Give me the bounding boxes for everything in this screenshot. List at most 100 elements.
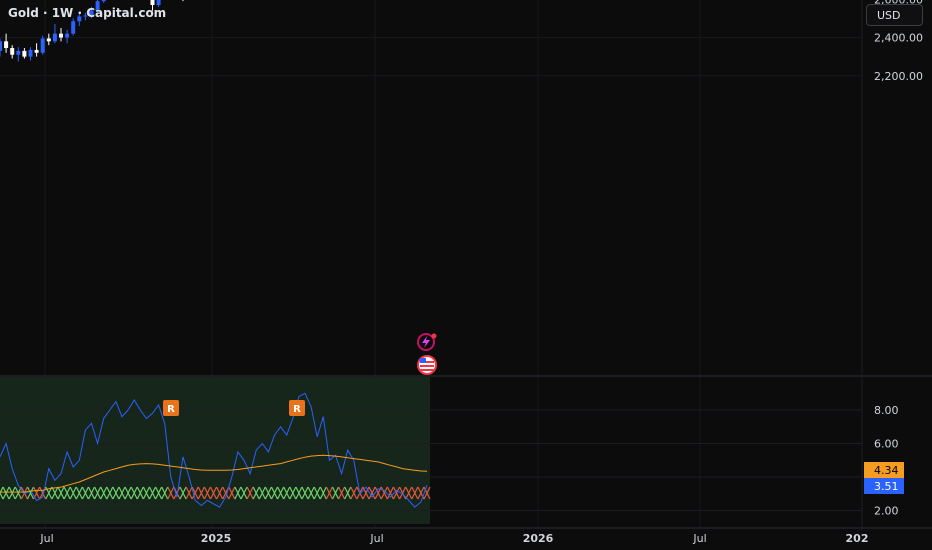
candle-body-1 [4,41,9,49]
reversal-marker-0 [163,400,179,416]
band-mark-24 [142,486,150,500]
time-tick-label-3: 2026 [523,532,554,545]
band-mark-31 [185,486,193,500]
band-mark-10 [57,486,65,500]
band-mark-18 [106,486,114,500]
band-mark-53 [319,486,327,500]
candle-body-25 [150,0,155,5]
band-mark-51 [307,486,315,500]
band-mark-54 [325,486,333,500]
band-mark-22 [130,486,138,500]
band-mark-9 [51,486,59,500]
band-mark-36 [216,486,224,500]
band-mark-25 [148,486,157,500]
indicator-value-badge-0: 3.51 [874,480,899,493]
band-mark-5 [26,486,35,500]
band-mark-32 [191,486,199,500]
candle-body-13 [77,16,82,22]
indicator-value-badge-1: 4.34 [874,464,899,477]
band-mark-57 [344,486,352,500]
band-mark-14 [81,486,89,500]
band-mark-17 [100,486,108,500]
band-mark-39 [234,486,242,500]
indicator-tick-label-2: 6.00 [874,438,899,451]
band-mark-47 [283,486,291,500]
candle-body-7 [40,38,45,53]
candle-body-26 [156,0,161,5]
band-mark-41 [246,486,254,500]
band-mark-26 [155,486,163,500]
band-mark-50 [301,486,309,500]
candle-body-0 [0,41,2,51]
band-mark-1 [2,486,10,500]
band-mark-67 [405,486,413,500]
band-mark-68 [411,486,419,500]
band-mark-13 [75,486,83,500]
band-mark-38 [228,486,236,500]
band-mark-11 [63,486,71,500]
candle-body-14 [83,15,88,17]
band-mark-66 [399,486,407,500]
indicator-value-badge-bg-1 [864,462,904,478]
us-flag-event-icon[interactable] [417,355,437,375]
reversal-marker-1 [289,400,305,416]
time-tick-label-4: Jul [692,532,706,545]
candle-body-5 [28,49,33,57]
band-mark-42 [252,486,260,500]
band-mark-63 [380,486,388,500]
band-mark-49 [295,486,303,500]
band-mark-23 [136,486,144,500]
earnings-flash-icon[interactable] [417,333,437,351]
band-mark-46 [277,486,285,500]
band-mark-28 [167,486,175,500]
band-mark-44 [264,486,272,500]
band-mark-15 [87,486,96,500]
time-tick-label-5: 202 [846,532,869,545]
candle-body-15 [89,10,94,16]
price-tick-label-2: 2,600.00 [874,0,923,6]
indicator-value-badge-bg-0 [864,478,904,494]
candle-body-4 [22,50,27,57]
band-mark-55 [331,486,340,500]
band-mark-61 [368,486,376,500]
band-mark-19 [112,486,120,500]
candle-body-6 [34,49,39,53]
time-tick-label-2: Jul [369,532,383,545]
candle-body-10 [59,33,63,38]
band-mark-12 [69,486,77,500]
band-mark-70 [423,486,431,500]
band-mark-35 [209,486,218,500]
band-mark-30 [179,486,187,500]
indicator-series-1 [0,454,428,493]
band-mark-45 [270,486,279,500]
band-mark-58 [350,486,358,500]
indicator-tick-label-0: 2.00 [874,505,899,518]
band-mark-0 [0,486,4,500]
band-mark-40 [240,486,248,500]
band-mark-33 [197,486,205,500]
chart-title: Gold · 1W · Capital.com [8,6,167,20]
band-mark-21 [124,486,132,500]
band-mark-16 [94,486,102,500]
indicator-tick-label-3: 8.00 [874,404,899,417]
time-tick-label-1: 2025 [201,532,232,545]
band-mark-27 [161,486,169,500]
band-mark-20 [118,486,126,500]
band-mark-34 [203,486,211,500]
band-mark-2 [8,486,16,500]
reversal-marker-label-1: R [293,404,301,415]
price-tick-label-0: 2,200.00 [874,70,923,83]
time-tick-label-0: Jul [39,532,53,545]
reversal-marker-label-0: R [167,404,175,415]
indicator-panel-background [0,377,430,524]
band-mark-48 [289,486,297,500]
indicator-series-0 [0,392,428,508]
band-mark-64 [386,486,394,500]
candle-body-11 [65,33,70,38]
candle-body-12 [71,21,76,34]
currency-selector[interactable]: USD [866,4,923,26]
band-mark-43 [258,486,266,500]
candle-body-8 [46,38,51,42]
band-mark-56 [338,486,346,500]
